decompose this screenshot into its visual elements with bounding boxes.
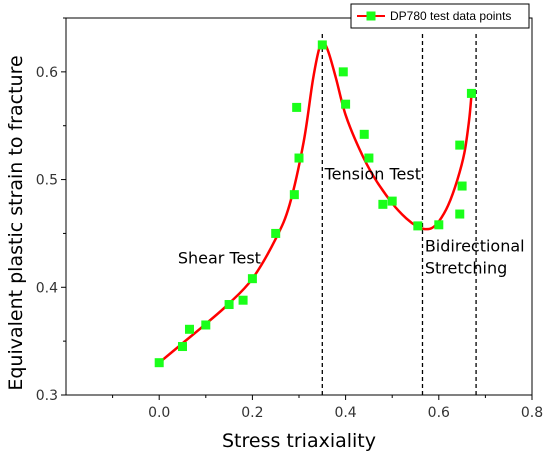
data-point bbox=[178, 342, 187, 352]
data-point bbox=[455, 140, 465, 150]
data-point bbox=[466, 88, 476, 98]
x-tick-label: 0.4 bbox=[334, 405, 356, 421]
y-tick-label: 0.6 bbox=[36, 65, 58, 81]
legend: DP780 test data points bbox=[350, 3, 530, 29]
y-tick-label: 0.4 bbox=[36, 280, 58, 296]
data-point bbox=[294, 153, 304, 163]
data-point bbox=[341, 99, 351, 109]
annotation-label: Bidirectional bbox=[425, 237, 525, 256]
data-point bbox=[457, 181, 467, 191]
plot-frame bbox=[65, 17, 533, 396]
plot-marks: 0.0 0.2 0.4 0.6 0.8 0.3 0.4 0.5 0.6 Shear Test Ten… bbox=[36, 3, 543, 421]
data-point bbox=[359, 129, 369, 139]
data-point bbox=[224, 300, 234, 310]
legend-marker bbox=[366, 11, 376, 21]
data-point bbox=[413, 221, 423, 231]
annotation-label: Stretching bbox=[425, 258, 507, 277]
legend-label: DP780 test data points bbox=[390, 9, 511, 23]
data-point bbox=[364, 153, 374, 163]
data-point bbox=[338, 67, 348, 77]
data-point bbox=[317, 40, 327, 50]
data-point bbox=[247, 274, 257, 284]
annotation-label: Tension Test bbox=[324, 165, 421, 184]
y-tick-label: 0.3 bbox=[36, 388, 58, 404]
data-point bbox=[434, 220, 444, 230]
y-axis-label: Equivalent plastic strain to fracture bbox=[5, 55, 27, 390]
data-point bbox=[238, 295, 248, 305]
data-point bbox=[289, 190, 299, 200]
data-point bbox=[387, 196, 397, 206]
x-tick-label: 0.2 bbox=[241, 405, 263, 421]
x-tick-label: 0.6 bbox=[428, 405, 450, 421]
data-point bbox=[201, 320, 211, 330]
data-point bbox=[271, 228, 281, 238]
annotation-label: Shear Test bbox=[178, 249, 261, 268]
data-point bbox=[154, 358, 164, 368]
data-point bbox=[184, 324, 194, 334]
x-tick-label: 0.8 bbox=[521, 405, 543, 421]
data-point bbox=[378, 199, 388, 209]
data-point bbox=[292, 102, 302, 112]
x-tick-label: 0.0 bbox=[148, 405, 170, 421]
y-tick-label: 0.5 bbox=[36, 173, 58, 189]
fit-curve-line bbox=[158, 40, 473, 364]
data-point bbox=[455, 209, 465, 219]
legend-box bbox=[350, 3, 530, 29]
x-axis-label: Stress triaxiality bbox=[222, 430, 376, 452]
